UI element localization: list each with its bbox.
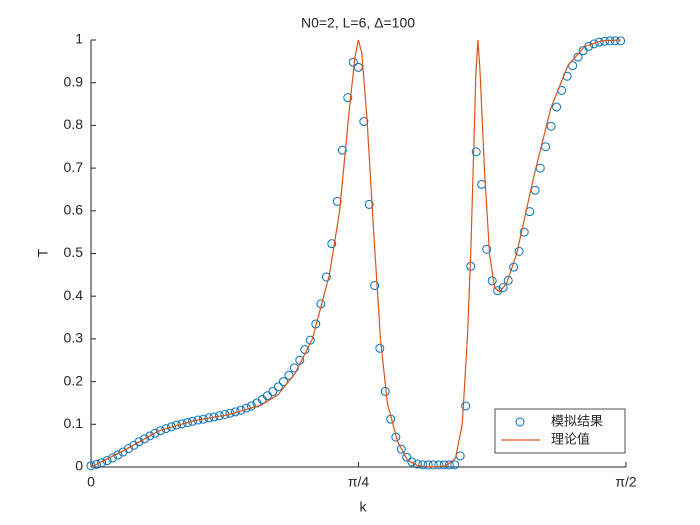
data-point — [519, 227, 529, 237]
data-point — [145, 431, 155, 441]
data-point — [471, 147, 481, 157]
data-point — [268, 386, 278, 396]
y-tick-label: 0 — [75, 458, 83, 474]
data-point — [402, 452, 412, 462]
chart-title: N0=2, L=6, Δ=100 — [301, 15, 415, 31]
data-point — [321, 272, 331, 282]
data-point — [503, 275, 513, 285]
data-point — [86, 461, 96, 471]
data-point — [97, 458, 107, 468]
y-tick-label: 1 — [75, 31, 83, 47]
data-point — [514, 246, 524, 256]
data-point — [182, 418, 192, 428]
data-point — [348, 57, 358, 67]
y-tick-label: 0.5 — [64, 244, 84, 260]
data-point — [616, 36, 626, 46]
data-point — [418, 460, 428, 470]
data-point — [370, 281, 380, 291]
y-tick-label: 0.4 — [64, 287, 84, 303]
data-point — [187, 416, 197, 426]
data-point — [134, 437, 144, 447]
data-point — [177, 419, 187, 429]
data-point — [573, 52, 583, 62]
data-point — [396, 444, 406, 454]
data-point — [482, 244, 492, 254]
data-point — [461, 401, 471, 411]
data-point — [262, 391, 272, 401]
data-point — [364, 199, 374, 209]
data-point — [546, 121, 556, 131]
y-tick-label: 0.3 — [64, 330, 84, 346]
y-tick-label: 0.1 — [64, 415, 84, 431]
data-point — [332, 196, 342, 206]
data-point — [428, 460, 438, 470]
data-point — [166, 422, 176, 432]
y-tick-label: 0.7 — [64, 159, 84, 175]
data-point — [278, 377, 288, 387]
data-point — [552, 102, 562, 112]
y-tick-label: 0.2 — [64, 372, 84, 388]
data-point — [273, 382, 283, 392]
data-point — [327, 239, 337, 249]
data-point — [198, 414, 208, 424]
data-point — [493, 286, 503, 296]
x-axis-label: k — [360, 499, 368, 515]
data-point — [155, 426, 165, 436]
data-point — [444, 460, 454, 470]
y-tick-label: 0.8 — [64, 116, 84, 132]
data-point — [407, 457, 417, 467]
y-axis-label: T — [35, 248, 51, 257]
data-point — [91, 459, 101, 469]
data-point — [439, 460, 449, 470]
data-point — [150, 428, 160, 438]
data-point — [487, 276, 497, 286]
data-point — [450, 460, 460, 470]
legend-box — [494, 408, 626, 454]
data-point — [139, 434, 149, 444]
data-point — [594, 37, 604, 47]
x-tick-label: 0 — [87, 474, 95, 490]
x-tick-label: π/2 — [615, 474, 637, 490]
data-point — [193, 415, 203, 425]
data-point — [343, 93, 353, 103]
legend-label: 理论值 — [551, 432, 590, 448]
data-point — [246, 401, 256, 411]
data-point — [161, 424, 171, 434]
legend-label: 模拟结果 — [551, 415, 603, 430]
legend-marker — [515, 417, 525, 427]
line — [90, 39, 621, 468]
data-point — [375, 343, 385, 353]
y-tick-label: 0.6 — [64, 202, 84, 218]
data-point — [589, 39, 599, 49]
data-point — [359, 117, 369, 127]
data-point — [578, 46, 588, 56]
y-tick-label: 0.9 — [64, 73, 84, 89]
data-point — [423, 460, 433, 470]
data-point — [434, 460, 444, 470]
data-point — [498, 283, 508, 293]
x-tick-label: π/4 — [348, 474, 370, 490]
data-point — [337, 145, 347, 155]
